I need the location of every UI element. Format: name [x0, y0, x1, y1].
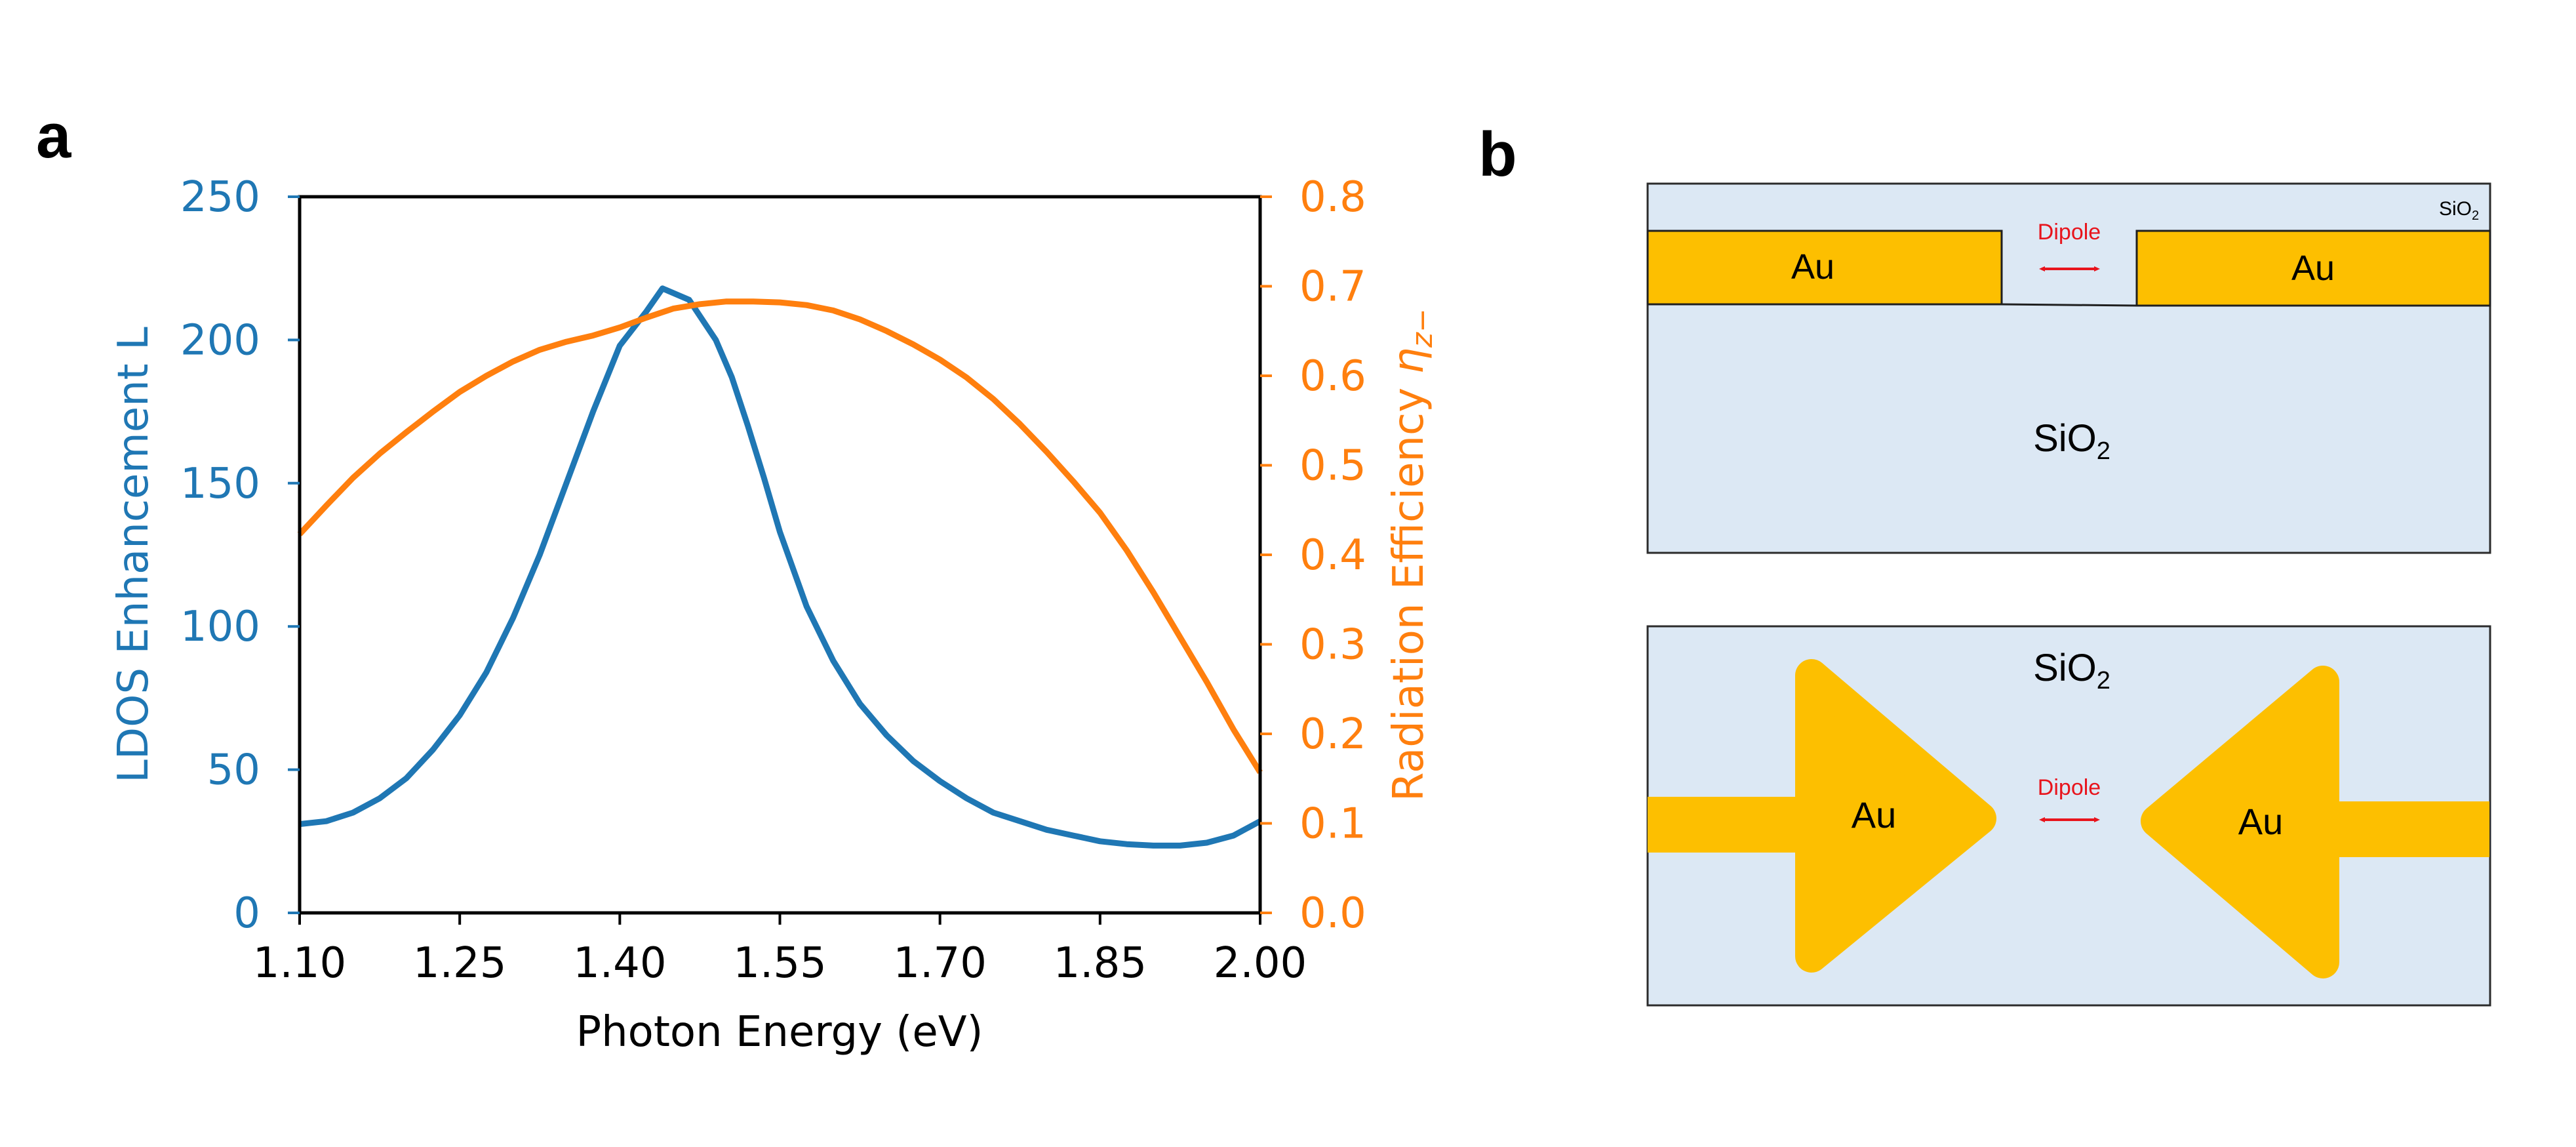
y-axis-right-label-text: Radiation Efficiency	[1385, 374, 1433, 801]
sio2-text: SiO	[2033, 417, 2097, 460]
au-right-triangle	[2141, 666, 2339, 978]
y-right-tick-label: 0.3	[1299, 621, 1366, 670]
x-tick-label: 1.70	[893, 939, 987, 988]
series-line-radiation-efficiency	[297, 298, 1263, 775]
series-layer	[297, 285, 1263, 849]
x-tick-label: 1.10	[253, 939, 347, 988]
sio2-text-bottom: SiO	[2033, 647, 2097, 689]
x-tick-label: 1.55	[733, 939, 827, 988]
au-right-block	[2135, 230, 2491, 307]
y-left-tick-label: 0	[233, 889, 260, 938]
y-axis-right-label: Radiation Efficiency ηz−	[1385, 308, 1439, 801]
sio2-corner-subscript: 2	[2472, 209, 2479, 223]
x-tick-label: 1.40	[573, 939, 667, 988]
x-axis-label: Photon Energy (eV)	[576, 1008, 983, 1056]
y-left-tick-label: 200	[180, 316, 260, 365]
panel-label-b: b	[1478, 119, 1517, 190]
diagram-cross-section: Au Au Dipole SiO2 SiO2	[1646, 182, 2491, 554]
x-tick-label: 2.00	[1214, 939, 1307, 988]
y-left-tick-label: 100	[180, 603, 260, 651]
dipole-label: Dipole	[2038, 220, 2101, 245]
au-right-label: Au	[2291, 249, 2335, 288]
y-left-tick-label: 250	[180, 173, 260, 222]
ticks-layer: 1.10 1.25 1.40 1.55 1.70 1.85 2.00 0 50 100 150 200…	[180, 173, 1366, 988]
y-right-tick-label: 0.2	[1299, 710, 1366, 759]
eta-subscript: z−	[1406, 308, 1439, 348]
y-left-tick-label: 150	[180, 460, 260, 508]
sio2-corner-text: SiO	[2439, 198, 2472, 220]
interface-line	[2001, 303, 2137, 307]
line-chart: 1.10 1.25 1.40 1.55 1.70 1.85 2.00 0 50 100 150 200…	[109, 173, 1439, 1056]
au-left-triangle	[1795, 659, 1996, 973]
sio2-corner-label: SiO2	[2439, 198, 2479, 223]
y-right-tick-label: 0.8	[1299, 173, 1366, 222]
y-left-tick-label: 50	[207, 746, 260, 795]
au-left-label-bottom: Au	[1852, 794, 1897, 835]
y-right-tick-label: 0.4	[1299, 531, 1366, 580]
sio2-label-bottom: SiO2	[2033, 647, 2110, 694]
au-left-block	[1646, 230, 2003, 306]
sio2-label: SiO2	[2033, 417, 2110, 465]
panel-label-a: a	[36, 101, 71, 171]
y-right-tick-label: 0.5	[1299, 442, 1366, 491]
au-right-label-bottom: Au	[2238, 801, 2284, 842]
y-right-tick-label: 0.7	[1299, 263, 1366, 312]
series-line-ldos-enhancement	[299, 285, 1262, 849]
au-right-lead	[2334, 801, 2489, 857]
x-tick-label: 1.85	[1054, 939, 1147, 988]
dipole-label-bottom: Dipole	[2038, 775, 2101, 800]
au-left-label: Au	[1791, 247, 1834, 287]
y-right-tick-label: 0.0	[1299, 889, 1366, 938]
x-tick-label: 1.25	[413, 939, 507, 988]
y-axis-left-label: LDOS Enhancement L	[109, 327, 158, 783]
sio2-subscript: 2	[2097, 437, 2110, 465]
y-right-tick-label: 0.1	[1299, 800, 1366, 849]
y-right-tick-label: 0.6	[1299, 352, 1366, 401]
diagram-bowtie: Au Au Dipole SiO2	[1646, 625, 2491, 1007]
au-left-lead	[1648, 797, 1805, 853]
sio2-subscript-bottom: 2	[2097, 667, 2110, 694]
eta-symbol: η	[1385, 348, 1433, 374]
